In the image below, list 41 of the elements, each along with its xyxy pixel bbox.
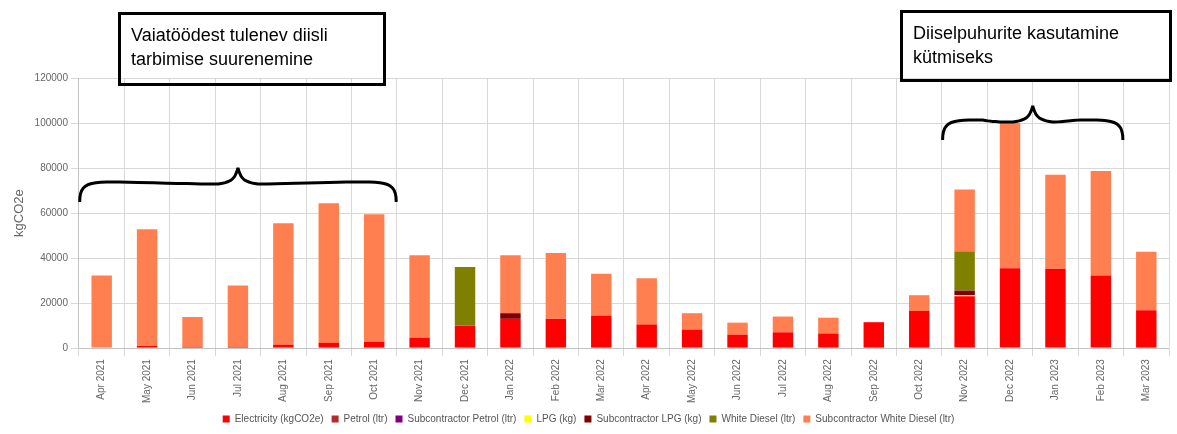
x-tick-label: Nov 2021 [413, 358, 425, 402]
x-tick-label: Dec 2021 [458, 358, 470, 402]
y-tick-label: 80000 [40, 161, 69, 173]
legend-label: Subcontractor LPG (kg) [596, 412, 702, 424]
x-tick-label: Oct 2022 [912, 358, 924, 400]
x-tick-label: May 2021 [140, 358, 152, 404]
legend-label: Electricity (kgCO2e) [234, 412, 324, 424]
x-tick-label: Sep 2022 [867, 358, 879, 402]
x-tick-label: Oct 2021 [367, 358, 379, 400]
x-tick-label: May 2022 [685, 358, 697, 404]
x-tick-label: Jan 2022 [504, 358, 516, 401]
x-tick-label: Apr 2022 [640, 358, 652, 400]
legend-label: Subcontractor Petrol (ltr) [407, 412, 517, 424]
x-tick-label: Jan 2023 [1049, 358, 1061, 401]
x-tick-label: Dec 2022 [1003, 358, 1015, 402]
legend-label: Subcontractor White Diesel (ltr) [815, 412, 955, 424]
x-tick-label: Mar 2023 [1140, 358, 1152, 402]
text: Diiselpuhurite kasutamine kütmiseks [900, 10, 1172, 82]
legend-label: LPG (kg) [536, 412, 577, 424]
x-tick-label: Feb 2023 [1094, 358, 1106, 402]
y-tick-label: 20000 [40, 296, 69, 308]
x-tick-label: Nov 2022 [958, 358, 970, 402]
x-tick-label: Aug 2022 [822, 358, 834, 402]
y-tick-label: 60000 [40, 206, 69, 218]
x-tick-label: Mar 2022 [595, 358, 607, 402]
x-tick-label: Aug 2021 [277, 358, 289, 402]
x-tick-label: Jun 2021 [186, 358, 198, 401]
x-tick-label: Sep 2021 [322, 358, 334, 402]
x-tick-label: Jun 2022 [731, 358, 743, 401]
x-tick-label: Feb 2022 [549, 358, 561, 402]
x-tick-label: Jul 2021 [231, 358, 243, 397]
legend-label: Petrol (ltr) [343, 412, 388, 424]
legend-label: White Diesel (ltr) [721, 412, 796, 424]
y-tick-label: 0 [62, 341, 69, 353]
x-tick-label: Jul 2022 [776, 358, 788, 397]
x-tick-label: Apr 2021 [95, 358, 107, 400]
text: Vaiatöödest tulenev diisli tarbimise suurenemine [118, 12, 386, 86]
y-tick-label: 100000 [34, 116, 69, 128]
y-tick-label: 40000 [40, 251, 69, 263]
y-axis-title: kgCO2e [11, 189, 27, 237]
y-tick-label: 120000 [34, 71, 69, 83]
